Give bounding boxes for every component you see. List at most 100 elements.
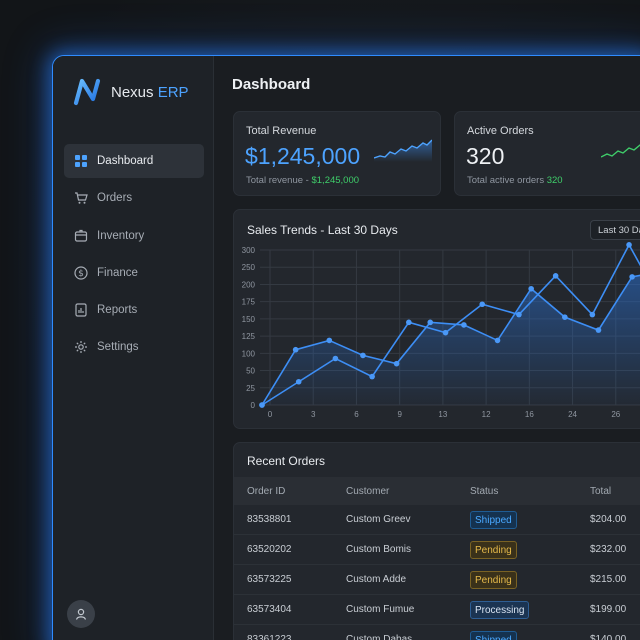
sidebar-item-settings[interactable]: Settings	[64, 330, 204, 364]
col-total[interactable]: Total	[590, 486, 612, 497]
table-row[interactable]: 63573225 Custom Adde Pending $215.00	[234, 565, 640, 595]
active-orders-card[interactable]: Active Orders 320 Total active orders 32…	[454, 111, 640, 196]
total-cell: $140.00	[590, 634, 627, 640]
total-cell: $232.00	[590, 544, 627, 555]
order-id-cell: 83361223	[247, 634, 292, 640]
status-badge: Pending	[470, 571, 517, 589]
series-1-point[interactable]	[326, 337, 333, 344]
series-2-point[interactable]	[516, 311, 522, 318]
page-title: Dashboard	[232, 76, 311, 93]
y-tick-label: 100	[242, 349, 256, 358]
brand-logo[interactable]: Nexus ERP	[73, 78, 189, 106]
orders-sub-prefix: Total active orders	[467, 175, 547, 186]
table-row[interactable]: 63573404 Custom Fumue Processing $199.00	[234, 595, 640, 625]
y-tick-label: 150	[242, 315, 256, 324]
series-1-point[interactable]	[528, 285, 534, 292]
x-tick-label: 3	[311, 410, 316, 419]
customer-cell: Custom Greev	[346, 514, 411, 525]
sidebar-item-inventory[interactable]: Inventory	[64, 219, 204, 253]
avatar[interactable]	[67, 600, 95, 628]
user-icon	[75, 608, 87, 620]
report-icon	[74, 303, 88, 317]
nexus-logo-icon	[73, 78, 101, 106]
series-1-point[interactable]	[562, 314, 568, 320]
customer-cell: Custom Fumue	[346, 604, 415, 615]
total-cell: $204.00	[590, 514, 627, 525]
sidebar-item-label: Settings	[97, 341, 139, 354]
series-2-point[interactable]	[369, 373, 375, 380]
series-2-point[interactable]	[332, 355, 339, 362]
revenue-label: Total Revenue	[246, 125, 317, 137]
table-header: Order ID Customer Status Total	[234, 477, 640, 505]
col-order-id[interactable]: Order ID	[247, 486, 286, 497]
series-1-point[interactable]	[629, 274, 635, 280]
series-1-point[interactable]	[595, 327, 602, 333]
grid-icon	[74, 154, 88, 168]
series-2-point[interactable]	[406, 319, 412, 326]
series-2-point[interactable]	[552, 273, 559, 279]
orders-subtext: Total active orders 320	[467, 175, 563, 186]
series-2-line	[261, 243, 640, 406]
y-tick-label: 300	[242, 246, 256, 255]
y-tick-label: 25	[246, 384, 255, 393]
y-tick-label: 200	[242, 280, 256, 289]
sales-chart: 0 25 50 100 125 150 175 200 250 300 0 3 6 9 13 12 16 24 26…	[242, 242, 640, 419]
col-status[interactable]: Status	[470, 486, 499, 497]
series-1-point[interactable]	[494, 337, 501, 344]
cart-icon	[74, 191, 88, 205]
revenue-sub-prefix: Total revenue -	[246, 175, 312, 186]
status-badge: Shipped	[470, 511, 517, 529]
sidebar-item-finance[interactable]: $ Finance	[64, 256, 204, 290]
x-tick-label: 6	[354, 410, 359, 419]
app-name-main: Nexus	[111, 83, 154, 101]
series-1-point[interactable]	[292, 346, 299, 353]
series-2-point[interactable]	[479, 301, 486, 308]
series-2-point[interactable]	[626, 242, 632, 248]
series-2-point[interactable]	[295, 378, 302, 385]
series-2-point[interactable]	[259, 402, 265, 408]
table-row[interactable]: 83538801 Custom Greev Shipped $204.00	[234, 505, 640, 535]
revenue-card[interactable]: Total Revenue $1,245,000 Total revenue -…	[233, 111, 441, 196]
revenue-value: $1,245,000	[245, 143, 361, 169]
box-icon	[74, 229, 88, 243]
x-tick-label: 16	[525, 410, 534, 419]
col-customer[interactable]: Customer	[346, 486, 390, 497]
series-1-point[interactable]	[360, 352, 366, 359]
table-row[interactable]: 63520202 Custom Bomis Pending $232.00	[234, 535, 640, 565]
sales-chart-card: 0 25 50 100 125 150 175 200 250 300 0 3 6 9 13 12 16 24 26…	[233, 209, 640, 429]
revenue-sub-value: $1,245,000	[311, 175, 360, 186]
date-range-select[interactable]: Last 30 Days	[590, 220, 640, 240]
sidebar-item-label: Dashboard	[97, 155, 154, 167]
sidebar-item-orders[interactable]: Orders	[64, 181, 204, 215]
status-badge: Pending	[470, 541, 517, 559]
series-1-point[interactable]	[461, 322, 467, 328]
order-id-cell: 83538801	[247, 514, 292, 525]
orders-label: Active Orders	[467, 125, 534, 137]
total-cell: $199.00	[590, 604, 627, 615]
y-tick-label: 0	[251, 401, 256, 410]
app-name: Nexus ERP	[111, 84, 189, 101]
series-2-point[interactable]	[442, 329, 449, 336]
orders-sub-value: 320	[546, 175, 563, 186]
dollar-icon: $	[74, 266, 88, 280]
sidebar-item-label: Orders	[97, 192, 133, 205]
customer-cell: Custom Bomis	[346, 544, 412, 555]
sidebar-item-dashboard[interactable]: Dashboard	[64, 144, 204, 178]
sidebar-item-label: Finance	[97, 266, 138, 279]
main-content: Dashboard Total Revenue $1,245,000 Total…	[214, 56, 640, 640]
revenue-sparkline	[374, 139, 432, 162]
y-tick-label: 50	[246, 367, 255, 376]
series-2-point[interactable]	[589, 311, 596, 318]
x-tick-label: 12	[482, 410, 491, 419]
gear-icon	[74, 340, 88, 354]
series-1-point[interactable]	[393, 360, 400, 367]
sidebar-item-reports[interactable]: Reports	[64, 293, 204, 327]
y-tick-label: 125	[242, 332, 256, 341]
order-id-cell: 63573404	[247, 604, 292, 615]
series-1-point[interactable]	[427, 319, 434, 326]
status-badge: Shipped	[470, 631, 517, 640]
revenue-subtext: Total revenue - $1,245,000	[246, 175, 359, 186]
status-badge: Processing	[470, 601, 530, 619]
table-row[interactable]: 83361223 Custom Dabas Shipped $140.00	[234, 625, 640, 640]
recent-orders-card: Recent Orders Order ID Customer Status T…	[233, 442, 640, 640]
